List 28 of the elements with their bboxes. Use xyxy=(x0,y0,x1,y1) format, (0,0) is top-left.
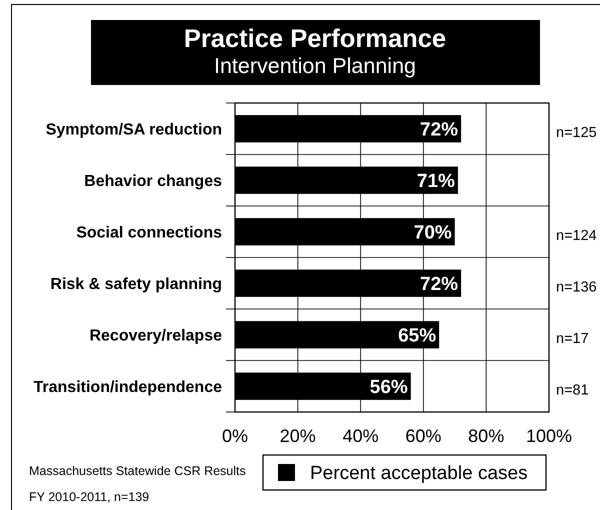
text: n=125 xyxy=(556,124,597,141)
text: FY 2010-2011, n=139 xyxy=(29,490,150,504)
x-tick-label: 0% xyxy=(222,426,248,446)
chart-subtitle: Intervention Planning xyxy=(214,54,416,78)
y-tick-label: Risk & safety planning xyxy=(50,276,222,294)
data-label: 70% xyxy=(414,222,452,244)
text: n=81 xyxy=(556,382,589,398)
x-tick-label: 20% xyxy=(280,426,316,446)
text: Massachusetts Statewide CSR Results xyxy=(29,464,246,478)
data-label: 72% xyxy=(420,274,458,296)
data-label: 65% xyxy=(398,326,436,347)
data-label: 71% xyxy=(416,171,456,192)
y-tick-label: Behavior changes xyxy=(84,173,222,190)
y-tick-label: Transition/independence xyxy=(34,379,222,396)
x-tick-label: 100% xyxy=(526,426,572,446)
data-label: 72% xyxy=(420,120,458,141)
text: n=136 xyxy=(556,279,597,296)
y-tick-label: Recovery/relapse xyxy=(89,328,222,345)
y-tick-label: Symptom/SA reduction xyxy=(46,122,222,139)
text: n=124 xyxy=(556,228,597,244)
text: n=17 xyxy=(556,330,589,347)
x-tick-label: 60% xyxy=(405,426,442,446)
x-tick-label: 40% xyxy=(342,426,379,446)
y-tick-label: Social connections xyxy=(76,224,222,242)
chart-title: Practice Performance xyxy=(184,25,446,53)
x-tick-label: 80% xyxy=(468,426,504,446)
data-label: 56% xyxy=(370,377,408,398)
legend-label: Percent acceptable cases xyxy=(310,463,528,484)
